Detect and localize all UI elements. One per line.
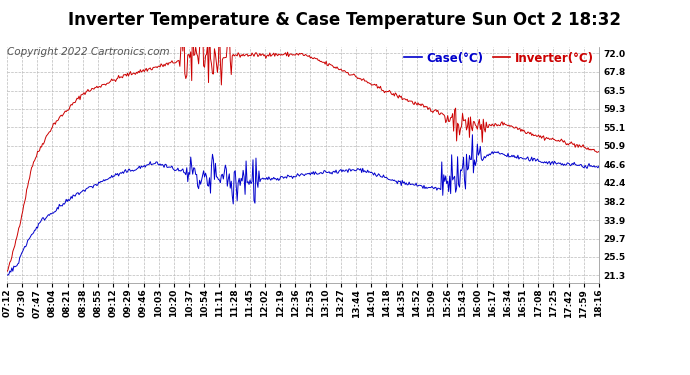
Text: Copyright 2022 Cartronics.com: Copyright 2022 Cartronics.com	[7, 47, 170, 57]
Legend: Case(°C), Inverter(°C): Case(°C), Inverter(°C)	[400, 47, 599, 69]
Text: Inverter Temperature & Case Temperature Sun Oct 2 18:32: Inverter Temperature & Case Temperature …	[68, 11, 622, 29]
